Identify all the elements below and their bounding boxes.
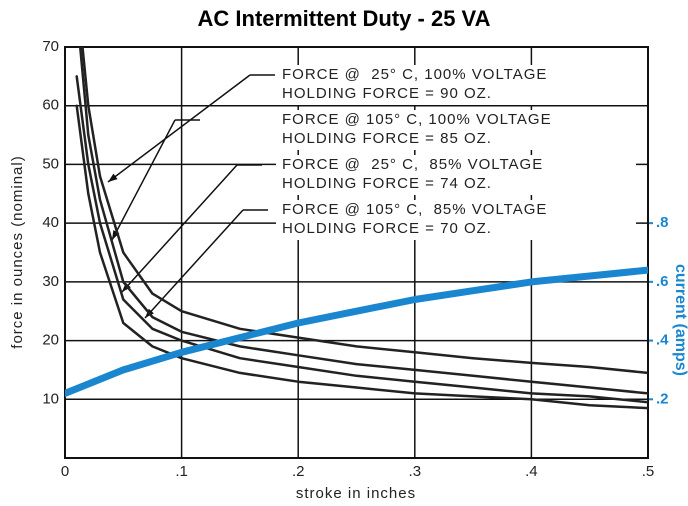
x-tick-label: .4 xyxy=(525,463,538,480)
chart-title: AC Intermittent Duty - 25 VA xyxy=(198,6,491,31)
y-axis-label: force in ounces (nominal) xyxy=(9,155,26,348)
y-tick-label: 20 xyxy=(42,332,59,349)
y2-axis-label: current (amps) xyxy=(672,264,688,376)
force-line xyxy=(78,47,648,395)
legend-label: FORCE @ 25° C, 100% VOLTAGE xyxy=(282,66,547,83)
y-tick-label: 50 xyxy=(42,155,59,172)
y2-tick-label: .6 xyxy=(656,273,669,290)
plot-frame xyxy=(64,46,649,459)
annotation: HOLDING FORCE = 90 OZ. xyxy=(282,85,492,102)
legend-label: FORCE @ 105° C, 100% VOLTAGE xyxy=(282,111,552,128)
x-tick-label: .1 xyxy=(175,463,188,480)
arrow-head xyxy=(108,173,118,182)
arrow xyxy=(121,164,238,293)
force-line xyxy=(75,104,648,410)
y-tick-label: 30 xyxy=(42,273,59,290)
y2-tick-label: .2 xyxy=(656,390,669,407)
annotation-bg xyxy=(276,155,636,195)
x-tick-label: .5 xyxy=(642,463,655,480)
y2-tick-label: .4 xyxy=(656,332,669,349)
arrow xyxy=(144,209,244,319)
y-tick-label: 40 xyxy=(42,214,59,231)
annotation: HOLDING FORCE = 70 OZ. xyxy=(282,220,492,237)
y-tick-label: 70 xyxy=(42,38,59,55)
x-tick-label: .2 xyxy=(292,463,305,480)
y-tick-label: 60 xyxy=(42,97,59,114)
legend-label: FORCE @ 105° C, 85% VOLTAGE xyxy=(282,201,547,218)
y2-tick-label: .8 xyxy=(656,214,669,231)
x-tick-label: 0 xyxy=(61,463,69,480)
annotation: HOLDING FORCE = 85 OZ. xyxy=(282,130,492,147)
current-line xyxy=(65,266,648,397)
annotation-bg xyxy=(276,110,636,150)
x-tick-label: .3 xyxy=(409,463,422,480)
annotation-bg xyxy=(276,200,636,240)
force-line xyxy=(75,75,648,404)
annotation: HOLDING FORCE = 74 OZ. xyxy=(282,175,492,192)
legend-label: FORCE @ 25° C, 85% VOLTAGE xyxy=(282,156,543,173)
arrow xyxy=(107,74,251,183)
y-tick-label: 10 xyxy=(42,390,59,407)
annotation-bg xyxy=(276,65,636,105)
x-axis-label: stroke in inches xyxy=(296,485,416,502)
arrow xyxy=(111,119,176,241)
